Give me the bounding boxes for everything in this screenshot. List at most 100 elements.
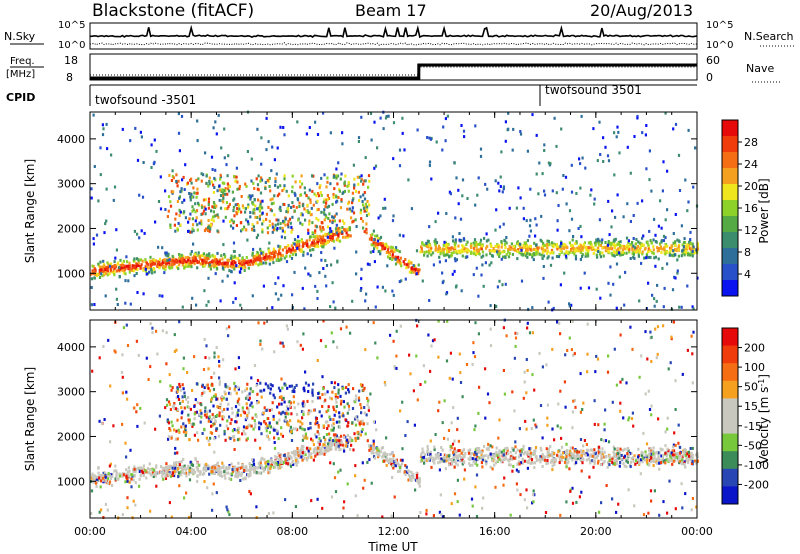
data-cell bbox=[360, 174, 363, 178]
data-cell bbox=[356, 415, 359, 419]
data-cell bbox=[648, 452, 651, 456]
data-cell bbox=[310, 206, 313, 210]
data-cell bbox=[296, 239, 299, 243]
data-cell bbox=[125, 264, 128, 268]
data-cell bbox=[285, 189, 288, 193]
data-cell bbox=[213, 472, 216, 475]
data-cell bbox=[343, 435, 346, 439]
data-cell bbox=[333, 233, 336, 236]
data-cell bbox=[394, 262, 398, 266]
data-cell bbox=[230, 418, 233, 422]
data-cell bbox=[594, 452, 597, 456]
data-cell bbox=[247, 468, 250, 472]
data-cell bbox=[276, 461, 280, 464]
data-cell bbox=[311, 221, 314, 225]
data-cell bbox=[121, 127, 124, 131]
data-cell bbox=[164, 253, 167, 257]
data-cell bbox=[161, 246, 164, 250]
data-cell bbox=[299, 426, 302, 430]
data-cell bbox=[645, 124, 648, 127]
data-cell bbox=[424, 243, 427, 247]
data-cell bbox=[369, 447, 372, 450]
data-cell bbox=[114, 464, 117, 468]
data-cell bbox=[688, 240, 691, 244]
data-cell bbox=[147, 471, 150, 475]
data-cell bbox=[460, 455, 463, 459]
data-cell bbox=[215, 132, 218, 136]
data-cell bbox=[324, 242, 328, 246]
data-cell bbox=[276, 185, 279, 189]
data-cell bbox=[376, 234, 379, 238]
data-cell bbox=[560, 445, 564, 449]
data-cell bbox=[626, 452, 629, 456]
data-cell bbox=[287, 219, 290, 223]
data-cell bbox=[200, 179, 203, 183]
data-cell bbox=[323, 218, 326, 222]
data-cell bbox=[116, 262, 119, 266]
data-cell bbox=[270, 459, 273, 463]
data-cell bbox=[541, 257, 544, 260]
data-cell bbox=[111, 265, 114, 269]
data-cell bbox=[277, 466, 280, 470]
data-cell bbox=[142, 471, 145, 475]
data-cell bbox=[318, 452, 321, 456]
data-cell bbox=[173, 260, 176, 264]
data-cell bbox=[346, 433, 349, 437]
data-cell bbox=[530, 447, 533, 451]
data-cell bbox=[144, 269, 147, 273]
data-cell bbox=[469, 452, 472, 456]
data-cell bbox=[224, 207, 227, 211]
data-cell bbox=[222, 200, 225, 204]
data-cell bbox=[336, 182, 339, 186]
data-cell bbox=[102, 259, 105, 263]
data-cell bbox=[102, 478, 105, 482]
data-cell bbox=[261, 211, 264, 215]
data-cell bbox=[511, 252, 514, 256]
data-cell bbox=[645, 254, 648, 258]
data-cell bbox=[324, 438, 327, 442]
data-cell bbox=[115, 471, 118, 475]
data-cell bbox=[517, 186, 520, 190]
data-cell bbox=[98, 474, 101, 478]
data-cell bbox=[192, 229, 195, 233]
data-cell bbox=[287, 462, 290, 466]
data-cell bbox=[252, 208, 255, 212]
data-cell bbox=[286, 210, 290, 214]
data-cell bbox=[576, 247, 579, 250]
data-cell bbox=[282, 219, 285, 223]
data-cell bbox=[301, 241, 304, 244]
data-cell bbox=[303, 389, 306, 393]
data-cell bbox=[539, 460, 542, 464]
data-cell bbox=[269, 189, 272, 193]
data-cell bbox=[251, 458, 254, 462]
data-cell bbox=[269, 467, 272, 470]
data-cell bbox=[249, 263, 252, 267]
data-cell bbox=[286, 250, 289, 253]
data-cell bbox=[445, 454, 448, 457]
data-cell bbox=[249, 215, 252, 219]
data-cell bbox=[351, 201, 354, 205]
data-cell bbox=[298, 244, 301, 248]
data-cell bbox=[356, 175, 359, 179]
data-cell bbox=[240, 229, 243, 233]
data-cell bbox=[558, 461, 561, 465]
data-cell bbox=[235, 414, 238, 418]
data-cell bbox=[233, 267, 236, 271]
data-cell bbox=[135, 272, 138, 275]
data-cell bbox=[533, 449, 536, 453]
data-cell bbox=[256, 216, 259, 219]
data-cell bbox=[329, 235, 332, 238]
data-cell bbox=[220, 190, 223, 193]
data-cell bbox=[188, 256, 191, 260]
data-cell bbox=[319, 235, 322, 239]
data-cell bbox=[166, 254, 169, 258]
data-cell bbox=[124, 279, 127, 283]
data-cell bbox=[678, 455, 681, 459]
data-cell bbox=[172, 464, 175, 468]
data-cell bbox=[159, 175, 162, 179]
data-cell bbox=[231, 190, 234, 194]
data-cell bbox=[202, 209, 206, 213]
data-cell bbox=[642, 456, 646, 460]
data-cell bbox=[260, 463, 263, 467]
data-cell bbox=[609, 265, 612, 269]
